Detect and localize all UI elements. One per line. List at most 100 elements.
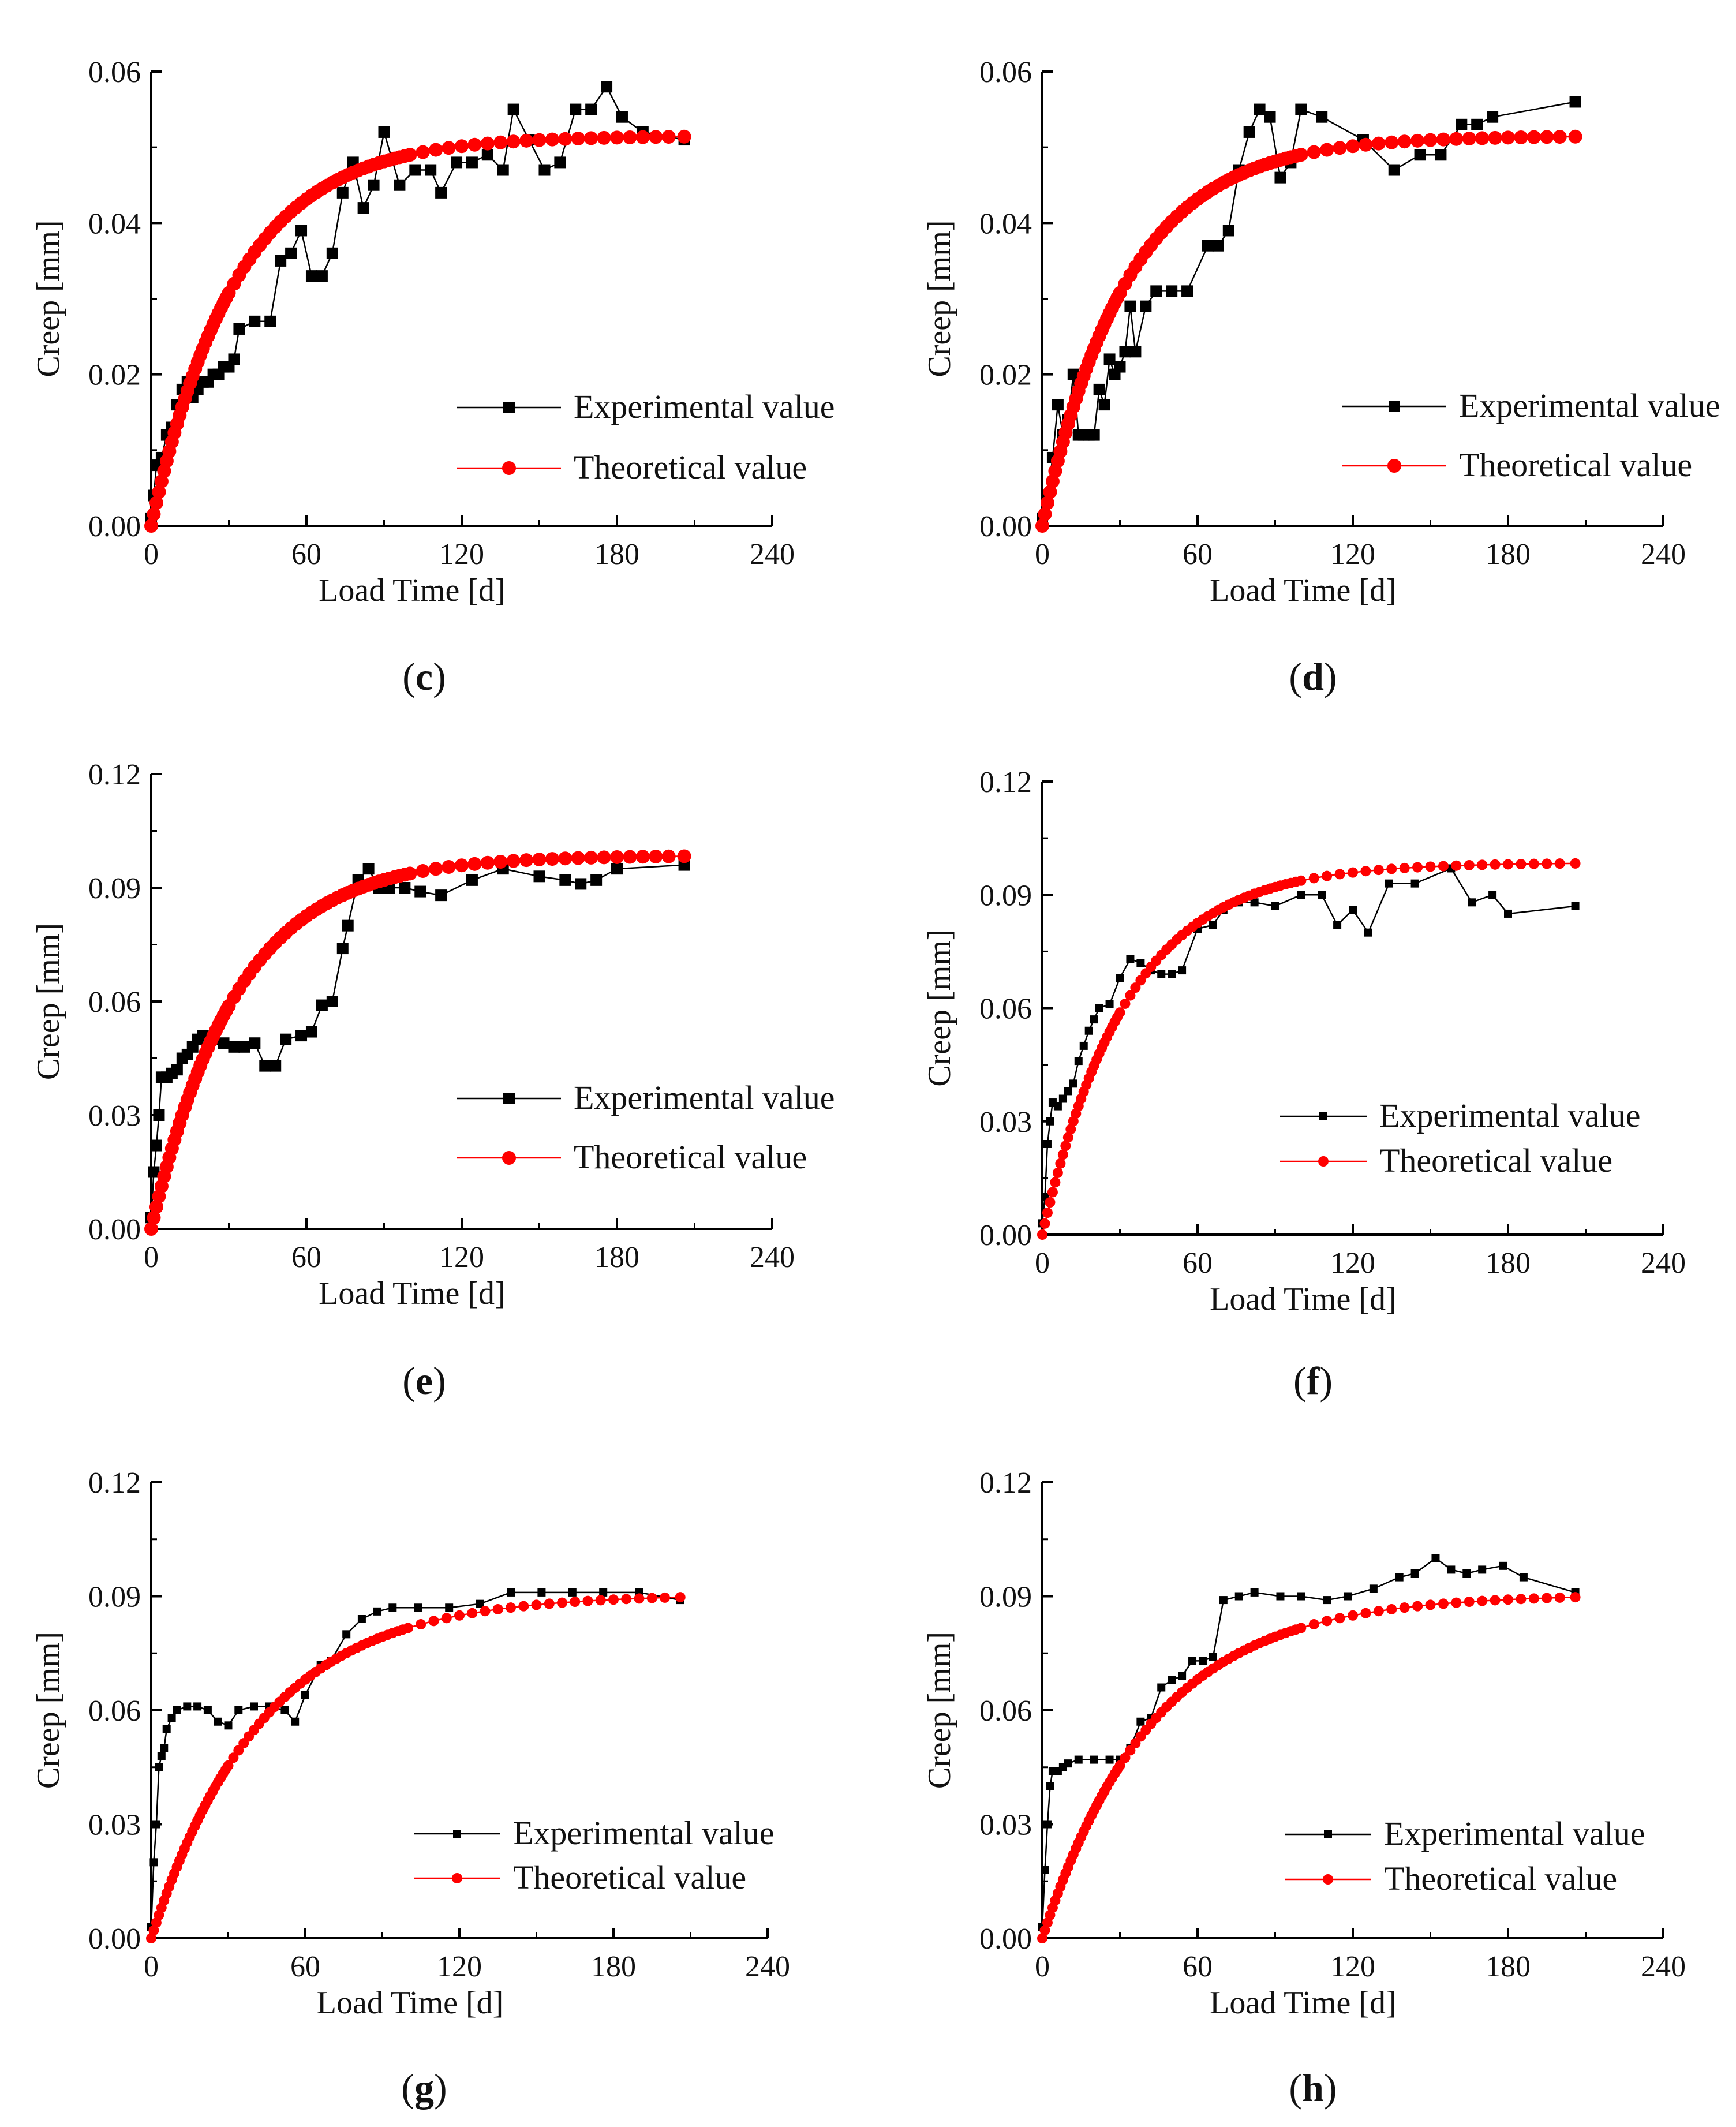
theoretical-point	[519, 133, 534, 148]
theoretical-point	[144, 1222, 158, 1236]
experimental-point	[399, 882, 411, 894]
y-tick-label: 0.00	[979, 1219, 1032, 1252]
panel-caption: (e)	[402, 1359, 446, 1403]
x-axis-title: Load Time [d]	[319, 1276, 506, 1311]
experimental-point	[228, 353, 240, 365]
experimental-point	[280, 1033, 292, 1045]
theoretical-point	[544, 1598, 555, 1609]
theoretical-point	[557, 1597, 567, 1608]
theoretical-point	[1490, 859, 1501, 870]
experimental-point	[1074, 1057, 1083, 1066]
experimental-point	[1414, 149, 1426, 161]
y-tick-label: 0.02	[88, 359, 141, 392]
plot-area	[1037, 1554, 1581, 1943]
theoretical-point	[147, 507, 161, 521]
experimental-point	[316, 270, 328, 282]
legend-marker-circle	[452, 1873, 462, 1883]
y-tick-label: 0.02	[979, 359, 1032, 392]
experimental-point	[570, 103, 582, 115]
x-tick-label: 0	[144, 1950, 159, 1983]
experimental-point	[1058, 1094, 1067, 1103]
theoretical-point	[1296, 1623, 1307, 1633]
experimental-point	[1243, 126, 1255, 138]
experimental-point	[1188, 1657, 1197, 1665]
experimental-point	[1046, 1117, 1054, 1126]
experimental-point	[238, 1041, 250, 1053]
y-tick-label: 0.06	[88, 986, 141, 1019]
theoretical-point	[1438, 1598, 1449, 1609]
legend: Experimental value Theoretical value	[1280, 1097, 1641, 1179]
theoretical-point	[1334, 1613, 1345, 1624]
experimental-point	[1119, 346, 1131, 358]
y-tick-label: 0.03	[88, 1809, 141, 1842]
theoretical-point	[1360, 866, 1371, 877]
x-tick-label: 60	[291, 538, 321, 571]
experimental-point	[336, 943, 349, 955]
theoretical-point	[1425, 1599, 1436, 1610]
experimental-point	[533, 870, 545, 883]
panel-caption: (h)	[1289, 2066, 1337, 2110]
theoretical-point	[532, 133, 547, 147]
theoretical-point	[1412, 1601, 1423, 1612]
legend-marker-square	[453, 1830, 461, 1838]
theoretical-point	[610, 130, 624, 145]
plot-area	[1035, 96, 1582, 533]
theoretical-point	[677, 129, 691, 144]
experimental-point	[1053, 1102, 1062, 1111]
experimental-point	[171, 1064, 183, 1076]
x-tick-label: 180	[1486, 1247, 1531, 1280]
theoretical-point	[403, 1623, 413, 1633]
theoretical-point	[1114, 1007, 1125, 1018]
experimental-point	[507, 1588, 515, 1597]
experimental-point	[224, 1721, 233, 1730]
theoretical-point	[1423, 133, 1438, 147]
theoretical-point	[1385, 135, 1399, 149]
experimental-point	[1364, 928, 1372, 937]
experimental-point	[507, 103, 519, 115]
theoretical-point	[595, 1595, 606, 1606]
experimental-point	[1209, 921, 1217, 929]
legend-marker-circle	[502, 1151, 516, 1165]
y-tick-label: 0.09	[979, 879, 1032, 912]
theoretical-point	[1399, 862, 1410, 873]
experimental-point	[409, 164, 421, 176]
legend-label: Experimental value	[574, 388, 835, 425]
theoretical-point	[1360, 1608, 1371, 1618]
y-axis-title: Creep [mm]	[31, 923, 66, 1080]
x-tick-label: 240	[750, 538, 795, 571]
x-tick-label: 60	[1183, 538, 1213, 571]
experimental-point	[1046, 1782, 1054, 1790]
theoretical-point	[661, 849, 676, 863]
theoretical-point	[1322, 1616, 1333, 1627]
theoretical-point	[1540, 130, 1554, 144]
theoretical-point	[1477, 859, 1488, 870]
experimental-point	[497, 164, 509, 176]
experimental-point	[568, 1588, 577, 1597]
theoretical-point	[429, 862, 443, 876]
experimental-point	[1124, 300, 1136, 312]
experimental-point	[1157, 1683, 1166, 1692]
experimental-point	[1093, 383, 1105, 395]
plot-area	[144, 81, 691, 533]
experimental-point	[425, 164, 437, 176]
x-axis-title: Load Time [d]	[1210, 1985, 1397, 2021]
theoretical-point	[649, 130, 663, 144]
y-tick-label: 0.06	[88, 56, 141, 89]
panel-caption: (d)	[1289, 655, 1337, 698]
experimental-point	[1043, 1820, 1052, 1829]
theoretical-point	[1554, 858, 1565, 869]
experimental-point	[1090, 1015, 1098, 1024]
theoretical-point	[677, 849, 691, 863]
y-tick-label: 0.03	[979, 1809, 1032, 1842]
experimental-point	[435, 889, 447, 902]
plot-area	[144, 849, 691, 1236]
theoretical-point	[1308, 873, 1319, 884]
theoretical-point	[1438, 861, 1449, 872]
x-tick-label: 0	[1035, 1247, 1050, 1280]
experimental-point	[1410, 1569, 1419, 1578]
theoretical-point	[1114, 1760, 1125, 1771]
panel-caption-letter: d	[1302, 655, 1324, 698]
experimental-point	[1126, 955, 1135, 963]
theoretical-point	[1042, 1208, 1053, 1218]
theoretical-point	[152, 485, 166, 499]
